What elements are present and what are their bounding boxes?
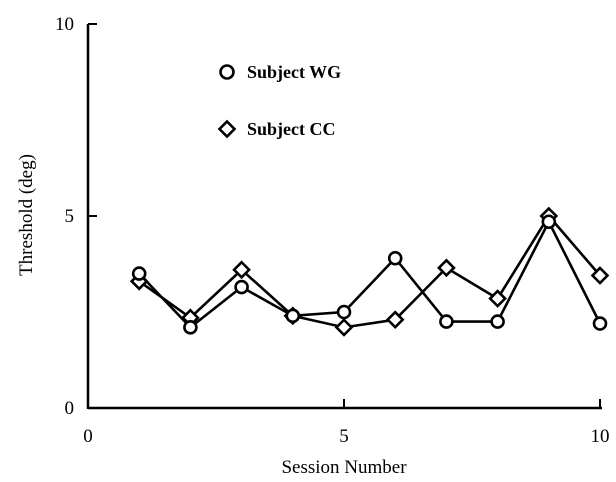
data-point-subject-cc xyxy=(334,318,354,337)
legend-item-subject-wg: Subject WG xyxy=(219,62,341,82)
data-point-subject-wg xyxy=(592,316,608,331)
series-layer xyxy=(129,206,610,337)
data-point-subject-cc xyxy=(488,289,507,308)
data-point-subject-wg xyxy=(490,314,505,329)
data-point-subject-wg xyxy=(336,304,352,320)
data-point-subject-wg xyxy=(285,308,301,324)
y-tick-label: 10 xyxy=(55,14,74,35)
data-point-subject-wg xyxy=(541,214,557,230)
y-tick-label: 0 xyxy=(65,398,75,419)
legend-label-subject-wg: Subject WG xyxy=(247,62,341,82)
series-subject-wg xyxy=(131,214,608,335)
data-point-subject-cc xyxy=(232,260,251,280)
data-point-subject-cc xyxy=(437,258,456,278)
data-point-subject-cc xyxy=(590,266,610,285)
legend: Subject WG Subject CC xyxy=(217,62,341,139)
data-point-subject-wg xyxy=(439,314,454,329)
y-tick-label: 5 xyxy=(65,206,75,227)
x-tick-label: 10 xyxy=(591,426,610,447)
data-point-subject-wg xyxy=(131,266,147,281)
legend-item-subject-cc: Subject CC xyxy=(217,119,336,139)
legend-label-subject-cc: Subject CC xyxy=(247,119,336,139)
y-axis-label: Threshold (deg) xyxy=(16,154,37,276)
x-tick-label: 0 xyxy=(83,426,93,447)
ticks: 0 5 10 0 5 10 xyxy=(55,14,610,447)
legend-marker-subject-cc xyxy=(217,119,237,139)
x-tick-label: 5 xyxy=(339,426,349,447)
data-point-subject-wg xyxy=(234,279,249,295)
data-point-subject-cc xyxy=(385,310,405,330)
series-line-subject-cc xyxy=(138,213,601,329)
axes xyxy=(86,24,602,410)
legend-marker-subject-wg xyxy=(219,64,235,80)
series-line-subject-wg xyxy=(138,218,602,330)
data-point-subject-wg xyxy=(387,250,403,266)
x-axis-label: Session Number xyxy=(281,457,407,478)
data-point-subject-wg xyxy=(183,320,198,335)
